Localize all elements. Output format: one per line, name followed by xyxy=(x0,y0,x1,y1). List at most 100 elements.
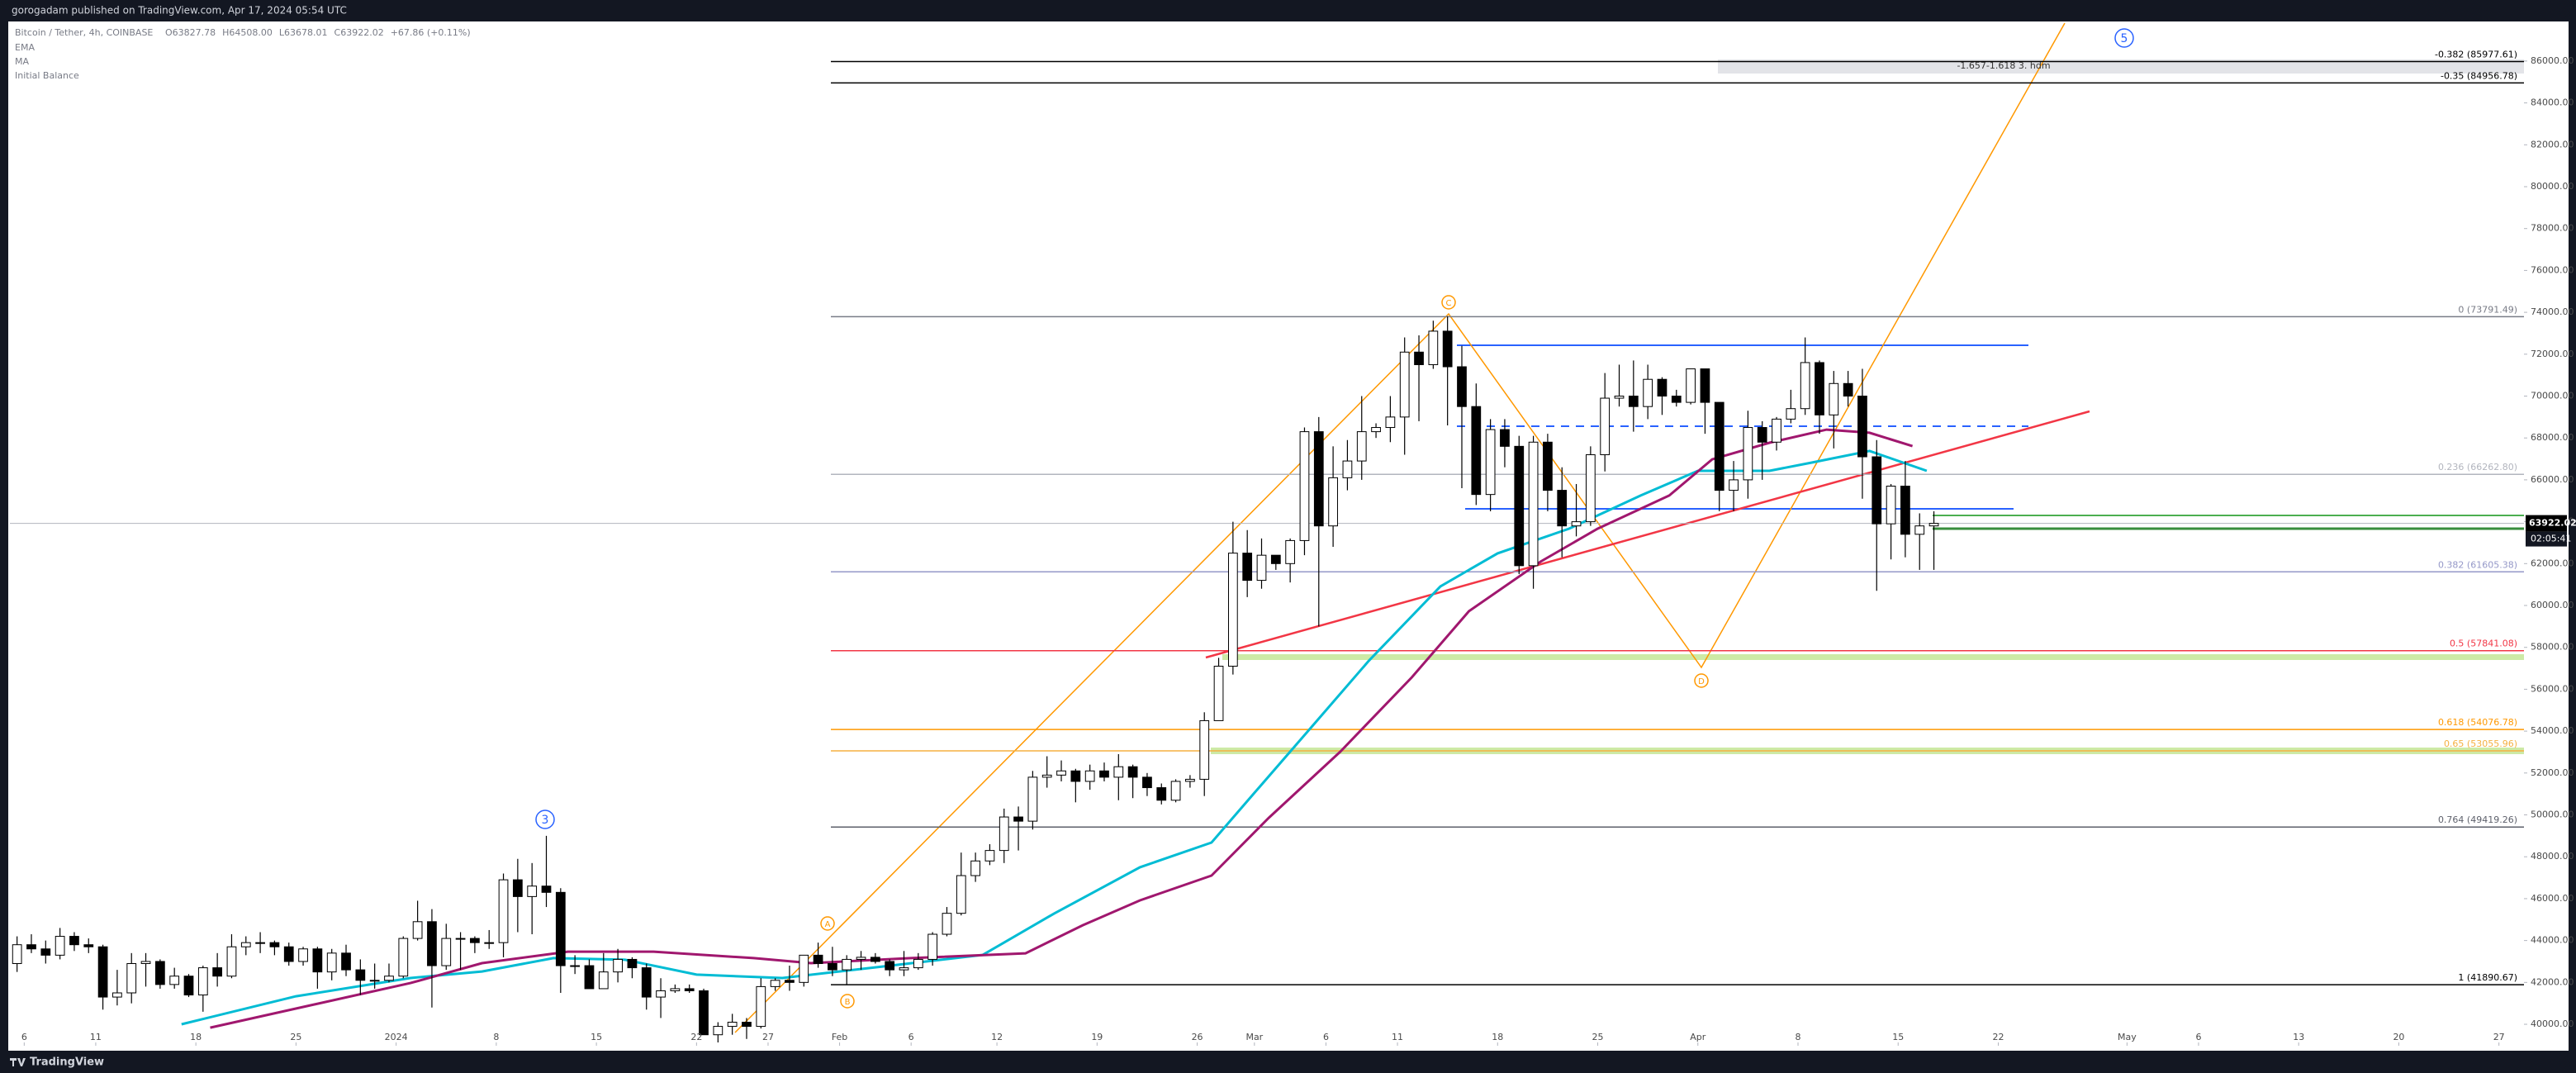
y-tick-label: 74000.00 xyxy=(2531,306,2574,317)
candle-body xyxy=(641,967,652,998)
candle-body xyxy=(756,985,766,1028)
candle-body xyxy=(1414,351,1424,365)
candle-body xyxy=(742,1021,752,1028)
candle-body xyxy=(1557,490,1568,527)
candle-body xyxy=(1843,382,1853,397)
wave-label: C xyxy=(1446,299,1452,308)
candle-body xyxy=(970,860,980,876)
x-tick-label: 18 xyxy=(190,1032,202,1042)
candle-body xyxy=(312,948,323,973)
candle-body xyxy=(226,946,237,977)
x-tick-label: Feb xyxy=(832,1032,847,1042)
candle-body xyxy=(1657,378,1668,397)
y-tick-label: 54000.00 xyxy=(2531,725,2574,736)
y-tick-label: 48000.00 xyxy=(2531,851,2574,862)
x-tick-label: 15 xyxy=(591,1032,602,1042)
candle-body xyxy=(899,967,909,971)
x-tick-label: 20 xyxy=(2393,1032,2404,1042)
y-tick-label: 66000.00 xyxy=(2531,474,2574,485)
brand-logo xyxy=(10,1058,26,1066)
candle-body xyxy=(12,944,22,965)
candle-body xyxy=(1142,776,1152,789)
y-tick-label: 62000.00 xyxy=(2531,558,2574,568)
x-tick-label: 6 xyxy=(21,1032,27,1042)
x-tick-label: 8 xyxy=(1796,1032,1801,1042)
candle-body xyxy=(1772,418,1781,443)
candle-body xyxy=(154,961,165,985)
candle-body xyxy=(398,938,409,977)
candle-body xyxy=(1371,427,1381,433)
candle-body xyxy=(713,1026,723,1036)
candle-body xyxy=(527,885,538,897)
candle-body xyxy=(441,938,452,966)
quote: O63827.78 xyxy=(165,27,216,38)
price-tag xyxy=(2526,515,2567,532)
candle-body xyxy=(999,816,1009,852)
candle-body xyxy=(1399,351,1410,418)
candle-body xyxy=(512,879,523,897)
x-tick-label: May xyxy=(2118,1032,2137,1042)
candle-body xyxy=(1686,368,1696,403)
candle-body xyxy=(1270,554,1281,564)
candle-body xyxy=(1242,553,1253,582)
x-tick-label: 11 xyxy=(90,1032,102,1042)
y-tick-label: 68000.00 xyxy=(2531,432,2574,443)
wave-label: D xyxy=(1698,677,1705,686)
zone-label: -1.657-1.618 3. hdm xyxy=(1957,60,2050,71)
candle-body xyxy=(1299,431,1310,541)
green-zone xyxy=(1222,654,2524,660)
wave-marker xyxy=(535,809,555,829)
legend-entry: EMA xyxy=(15,42,35,53)
candle-body xyxy=(55,936,65,956)
wave-marker xyxy=(840,994,855,1009)
candle-body xyxy=(1213,666,1224,721)
x-tick-label: 8 xyxy=(493,1032,499,1042)
x-tick-label: 25 xyxy=(290,1032,301,1042)
quote: C63922.02 xyxy=(334,27,384,38)
y-tick-label: 78000.00 xyxy=(2531,223,2574,234)
candle-body xyxy=(1113,766,1124,778)
candle-body xyxy=(684,988,695,991)
y-tick-label: 82000.00 xyxy=(2531,139,2574,150)
candle-body xyxy=(470,938,480,943)
candle-body xyxy=(1199,719,1210,780)
candle-body xyxy=(828,963,837,971)
candle-body xyxy=(627,958,638,969)
candle-body xyxy=(326,952,337,973)
candle-body xyxy=(1156,787,1167,801)
candle-body xyxy=(484,942,495,944)
candle-body xyxy=(1571,521,1582,527)
x-tick-label: 27 xyxy=(2493,1032,2505,1042)
candle-body xyxy=(913,958,923,969)
fib-label: -0.35 (84956.78) xyxy=(2441,70,2517,81)
fib-label: 0.764 (49419.26) xyxy=(2438,814,2517,825)
candle-body xyxy=(984,850,995,862)
candle-body xyxy=(498,879,509,943)
countdown-tag xyxy=(2526,531,2567,547)
candle-body xyxy=(584,965,595,990)
wave-path xyxy=(734,22,2066,1033)
candle-body xyxy=(97,946,108,998)
candle-body xyxy=(613,958,623,973)
y-tick-label: 80000.00 xyxy=(2531,181,2574,192)
fib-label: 0.236 (66262.80) xyxy=(2438,462,2517,472)
candle-body xyxy=(1170,781,1181,801)
candle-body xyxy=(942,913,952,935)
candle-body xyxy=(1027,776,1038,822)
candle-body xyxy=(1313,431,1324,527)
x-tick-label: 18 xyxy=(1492,1032,1503,1042)
zone-box xyxy=(1718,59,2524,74)
candle-body xyxy=(927,933,938,960)
wave-marker xyxy=(1694,673,1709,688)
candle-body xyxy=(1514,445,1525,567)
candle-body xyxy=(785,980,795,983)
x-tick-label: 15 xyxy=(1892,1032,1904,1042)
candle-body xyxy=(183,976,194,996)
y-tick-label: 84000.00 xyxy=(2531,97,2574,108)
candle-body xyxy=(770,980,780,987)
candle-body xyxy=(1385,416,1396,429)
candle-body xyxy=(1872,456,1882,525)
fib-label: 0.618 (54076.78) xyxy=(2438,717,2517,728)
